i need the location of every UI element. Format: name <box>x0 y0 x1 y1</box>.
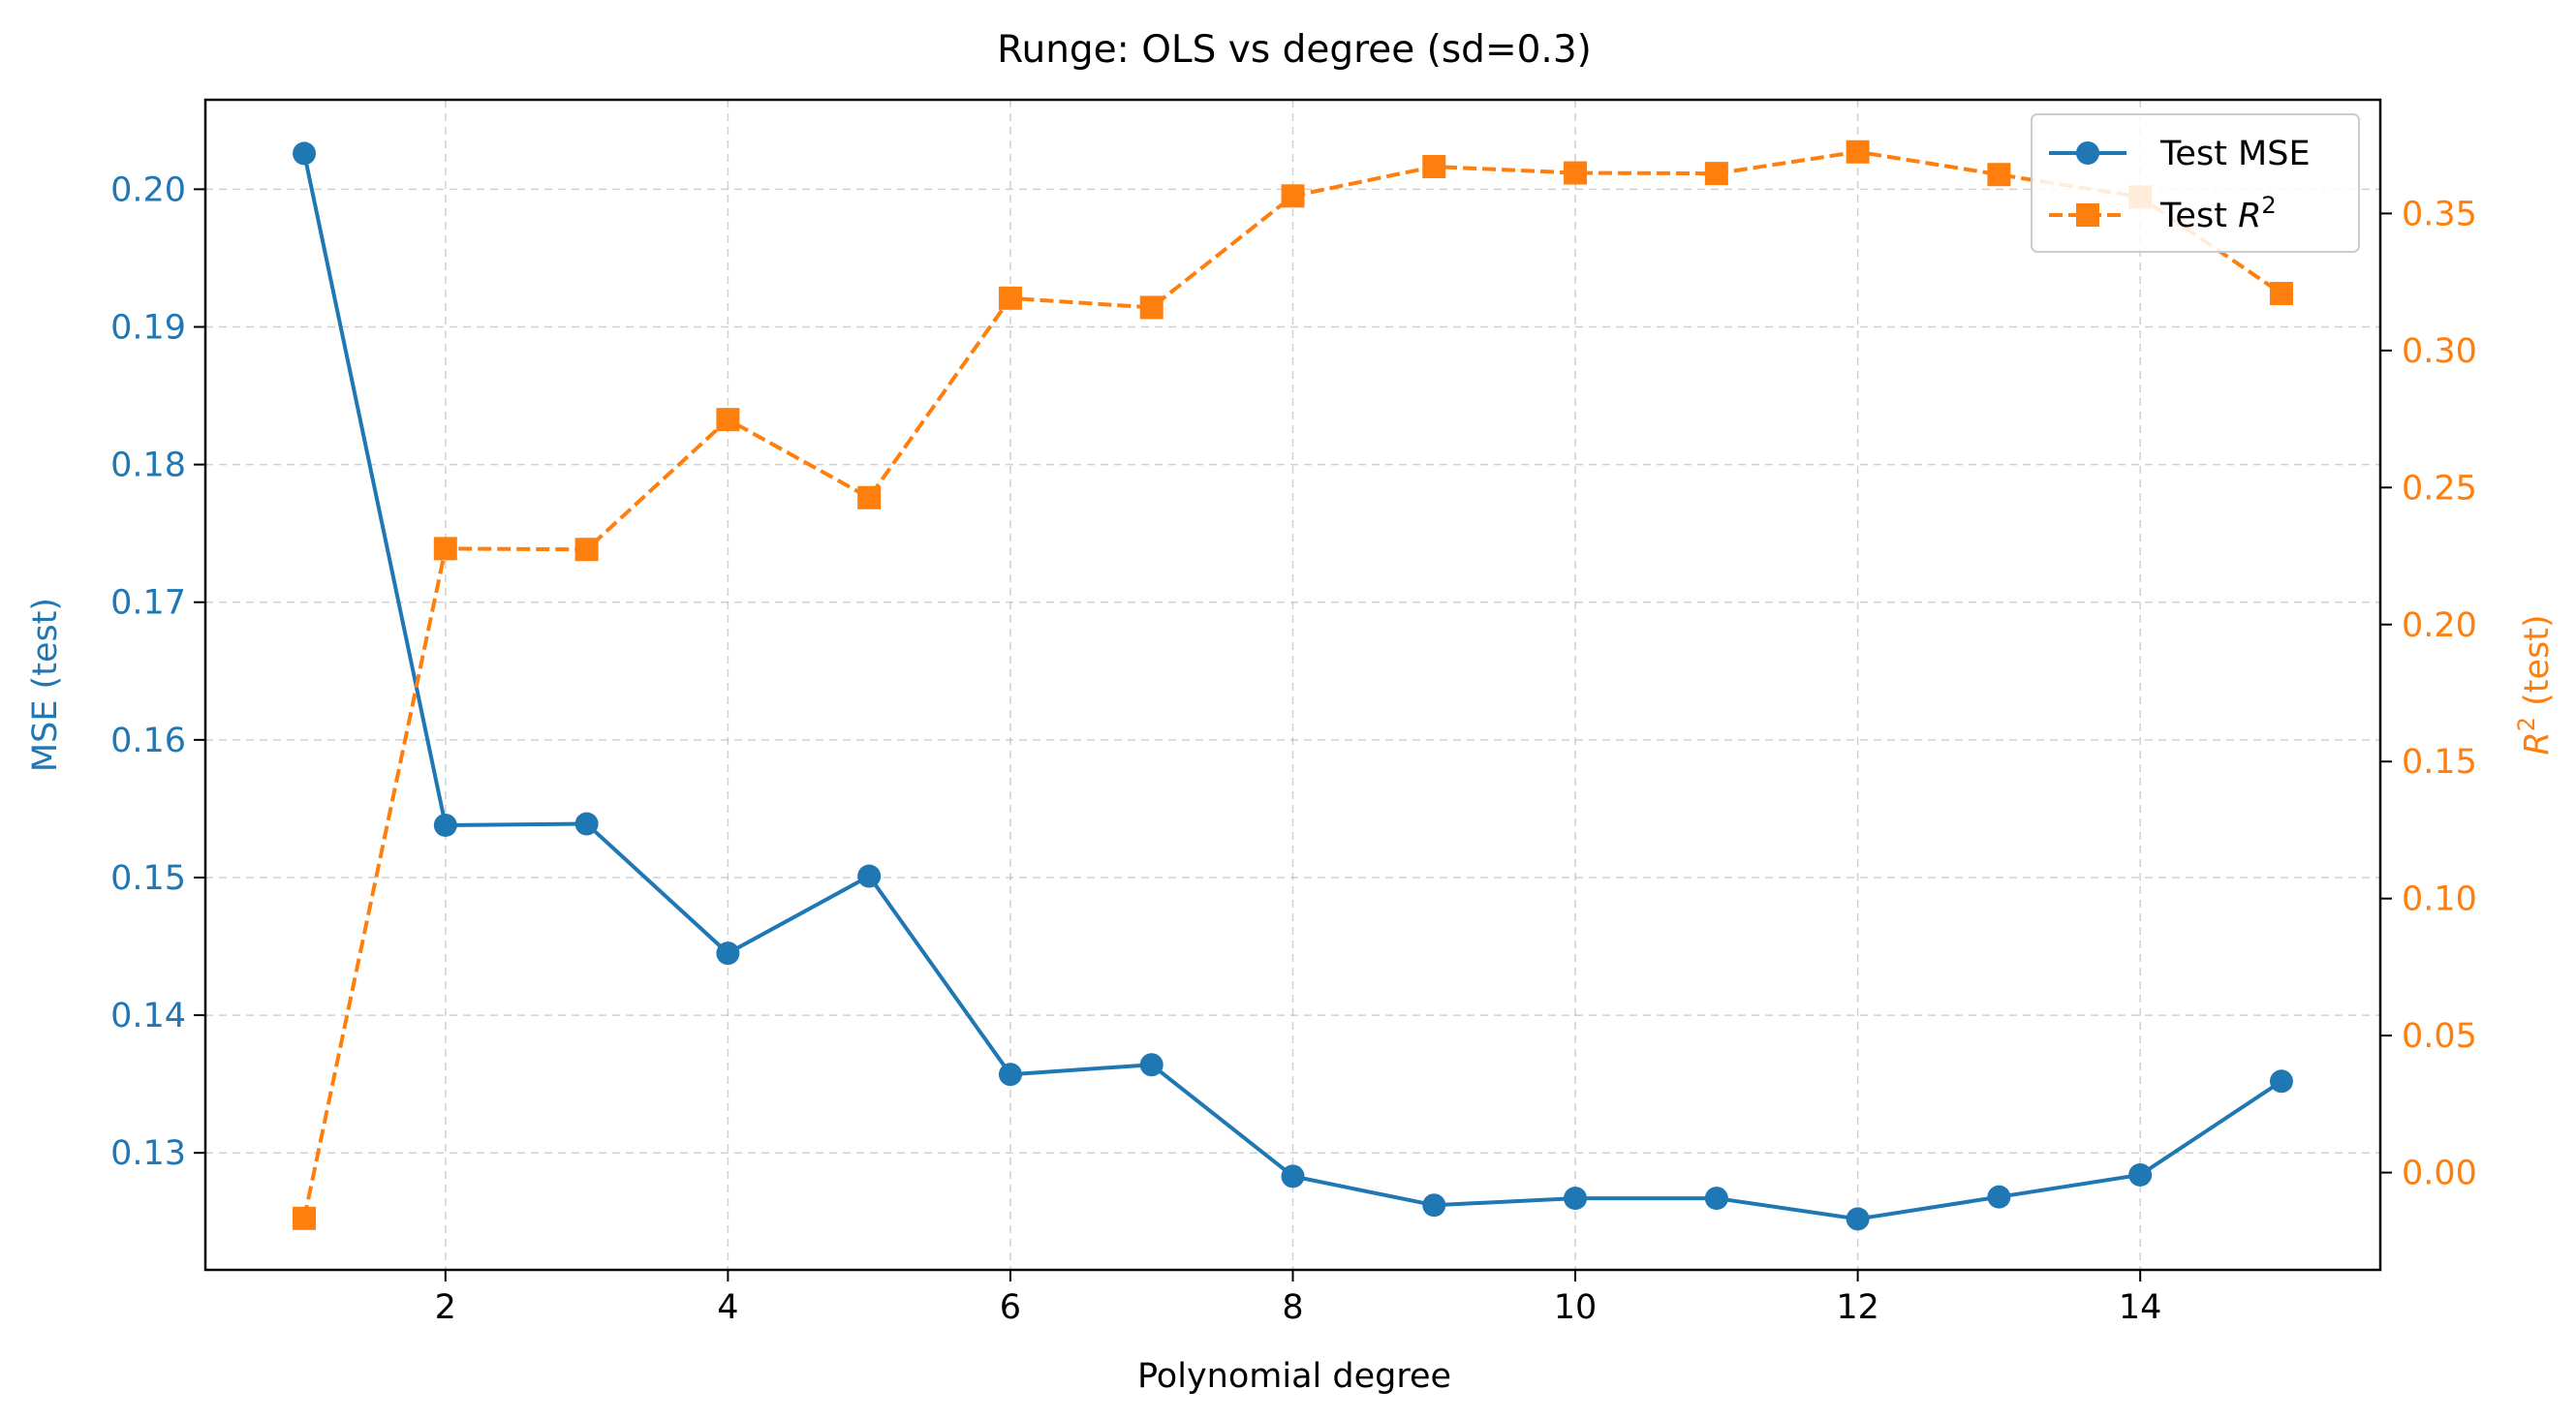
data-point-r2 <box>1846 139 1870 164</box>
data-point-r2 <box>857 485 882 509</box>
legend-label-mse: Test MSE <box>2159 135 2311 173</box>
y-right-tick-label: 0.35 <box>2402 195 2477 233</box>
data-point-mse <box>998 1063 1022 1087</box>
x-axis: 2 4 6 8 10 12 14 <box>435 1270 2162 1327</box>
x-tick-label: 10 <box>1554 1288 1598 1327</box>
y-axis-left: 0.13 0.14 0.15 0.16 0.17 0.18 0.19 0.20 <box>110 170 205 1173</box>
data-point-r2 <box>716 408 740 432</box>
legend-label-r2-sup: 2 <box>2261 192 2276 219</box>
x-tick-label: 14 <box>2119 1288 2162 1327</box>
y-right-tick-label: 0.00 <box>2402 1155 2477 1193</box>
data-point-mse <box>433 813 457 837</box>
y-axis-right-label-rest: (test) <box>2518 614 2557 717</box>
legend: Test MSE Test R2 <box>2031 113 2360 253</box>
y-right-tick-label: 0.15 <box>2402 743 2477 782</box>
y-axis-right-label: R2 (test) <box>2513 614 2557 755</box>
chart-title: Runge: OLS vs degree (sd=0.3) <box>997 28 1592 72</box>
y-axis-right: 0.00 0.05 0.10 0.15 0.20 0.25 0.30 0.35 <box>2380 195 2477 1193</box>
legend-marker-r2 <box>2076 203 2099 227</box>
y-axis-right-label-r: R <box>2518 731 2557 755</box>
y-axis-left-label: MSE (test) <box>26 598 65 772</box>
y-left-tick-label: 0.19 <box>110 308 186 347</box>
data-point-mse <box>857 864 882 888</box>
data-point-r2 <box>1281 184 1305 208</box>
legend-marker-mse <box>2076 141 2099 165</box>
data-point-mse <box>1281 1164 1305 1188</box>
data-point-mse <box>2269 1069 2293 1094</box>
y-right-tick-label: 0.10 <box>2402 880 2477 919</box>
data-point-mse <box>574 812 599 836</box>
legend-label-r2: Test R2 <box>2159 192 2277 235</box>
series-layer <box>293 139 2293 1231</box>
legend-label-r2-math: R <box>2238 197 2261 235</box>
data-point-mse <box>1422 1193 1446 1218</box>
y-left-tick-label: 0.16 <box>110 722 186 760</box>
data-point-mse <box>293 141 317 166</box>
data-point-mse <box>1987 1185 2011 1209</box>
data-point-r2 <box>2269 282 2293 306</box>
x-tick-label: 12 <box>1836 1288 1879 1327</box>
data-point-r2 <box>1564 161 1588 185</box>
y-right-tick-label: 0.05 <box>2402 1017 2477 1056</box>
x-tick-label: 8 <box>1282 1288 1303 1327</box>
data-point-mse <box>2128 1162 2153 1187</box>
data-point-mse <box>1139 1053 1164 1077</box>
y-right-tick-label: 0.25 <box>2402 469 2477 508</box>
data-point-r2 <box>1422 155 1446 179</box>
data-point-r2 <box>1139 295 1164 320</box>
x-tick-label: 2 <box>435 1288 456 1327</box>
data-point-mse <box>1846 1207 1870 1231</box>
data-point-r2 <box>1704 162 1728 186</box>
x-tick-label: 4 <box>717 1288 738 1327</box>
data-point-r2 <box>293 1206 317 1230</box>
data-point-mse <box>1704 1187 1728 1211</box>
data-point-r2 <box>998 286 1022 310</box>
x-tick-label: 6 <box>1000 1288 1021 1327</box>
data-point-r2 <box>574 538 599 562</box>
y-right-tick-label: 0.20 <box>2402 606 2477 645</box>
data-point-r2 <box>433 537 457 561</box>
y-right-tick-label: 0.30 <box>2402 332 2477 371</box>
data-point-mse <box>716 942 740 966</box>
data-point-mse <box>1564 1187 1588 1211</box>
y-left-tick-label: 0.20 <box>110 170 186 209</box>
legend-box <box>2031 113 2360 253</box>
y-left-tick-label: 0.15 <box>110 859 186 898</box>
legend-label-r2-text: Test <box>2159 197 2238 235</box>
x-axis-label: Polynomial degree <box>1137 1357 1451 1396</box>
y-axis-right-label-sup: 2 <box>2513 717 2540 731</box>
y-left-tick-label: 0.17 <box>110 584 186 623</box>
data-point-r2 <box>1987 163 2011 187</box>
y-left-tick-label: 0.18 <box>110 447 186 485</box>
y-left-tick-label: 0.13 <box>110 1134 186 1173</box>
y-left-tick-label: 0.14 <box>110 997 186 1035</box>
